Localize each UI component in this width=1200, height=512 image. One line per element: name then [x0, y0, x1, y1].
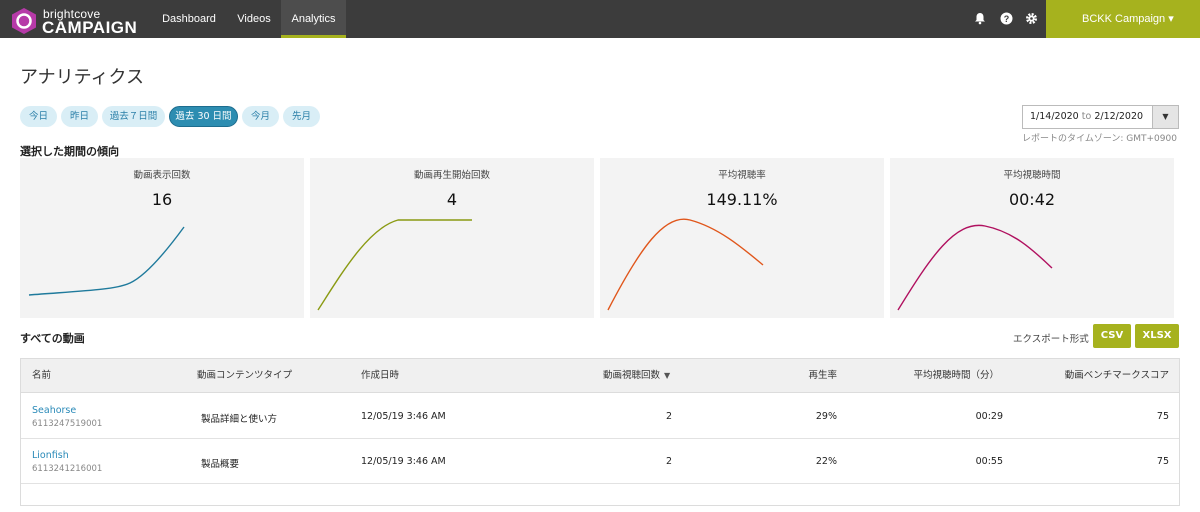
logo-brand-big: CAMPAIGN	[42, 18, 138, 37]
trends-heading: 選択した期間の傾向	[20, 145, 119, 158]
views-cell: 2	[665, 411, 672, 422]
video-name-link[interactable]: Lionfish	[32, 450, 69, 461]
views-card-value: 16	[151, 190, 173, 209]
date-range-picker[interactable]: 1/14/2020 to 2/12/2020 ▼	[1022, 105, 1179, 129]
play-starts-trend-sparkline	[317, 219, 472, 311]
content-type-cell: 製品詳細と使い方	[201, 414, 278, 425]
hexagon-logo-icon	[12, 8, 36, 34]
benchmark-score-cell: 75	[1156, 456, 1169, 467]
date-to-label: to	[1081, 111, 1092, 122]
created-cell: 12/05/19 3:46 AM	[361, 456, 446, 467]
bell-icon[interactable]	[973, 12, 987, 26]
nav-videos[interactable]: Videos	[237, 13, 271, 25]
top-nav: brightcove CAMPAIGN Dashboard Videos Ana…	[0, 0, 1200, 38]
avg-view-time-card: 平均視聴時間 00:42	[890, 158, 1174, 318]
video-name-link[interactable]: Seahorse	[32, 405, 77, 416]
table-row[interactable]: Lionfish 6113241216001 製品概要 12/05/19 3:4…	[21, 439, 1179, 484]
video-id: 6113241216001	[32, 464, 103, 474]
export-format-label: エクスポート形式	[1013, 334, 1089, 345]
video-id: 6113247519001	[32, 419, 103, 429]
help-icon[interactable]: ?	[999, 12, 1013, 26]
page-title: アナリティクス	[20, 67, 145, 88]
range-yesterday-button[interactable]: 昨日	[61, 106, 98, 127]
export-xlsx-button[interactable]: XLSX	[1135, 324, 1179, 348]
views-card: 動画表示回数 16	[20, 158, 304, 318]
table-row[interactable]: Seahorse 6113247519001 製品詳細と使い方 12/05/19…	[21, 394, 1179, 439]
column-header-content-type[interactable]: 動画コンテンツタイプ	[197, 370, 293, 381]
range-today-button[interactable]: 今日	[20, 106, 57, 127]
content-type-cell: 製品概要	[201, 459, 240, 470]
range-this-month-button[interactable]: 今月	[242, 106, 279, 127]
created-cell: 12/05/19 3:46 AM	[361, 411, 446, 422]
sort-desc-icon[interactable]: ▼	[664, 371, 671, 380]
date-start: 1/14/2020	[1030, 111, 1079, 122]
column-header-views[interactable]: 動画視聴回数	[602, 370, 660, 381]
account-menu[interactable]: BCKK Campaign ▾	[1046, 0, 1200, 38]
views-trend-sparkline	[28, 226, 185, 296]
logo-brand-small: brightcove	[43, 7, 101, 21]
export-csv-button[interactable]: CSV	[1093, 324, 1131, 348]
play-starts-card-value: 4	[446, 190, 458, 209]
benchmark-score-cell: 75	[1156, 411, 1169, 422]
timezone-note: レポートのタイムゾーン: GMT+0900	[1022, 134, 1177, 144]
column-header-avg-view-time[interactable]: 平均視聴時間（分）	[913, 370, 999, 381]
play-starts-card-label: 動画再生開始回数	[413, 170, 490, 181]
nav-dashboard[interactable]: Dashboard	[162, 13, 216, 25]
range-last-30-days-button[interactable]: 過去 30 日間	[169, 106, 238, 127]
column-header-created[interactable]: 作成日時	[361, 370, 400, 381]
column-header-name[interactable]: 名前	[32, 370, 52, 381]
play-starts-card: 動画再生開始回数 4	[310, 158, 594, 318]
gear-icon[interactable]	[1024, 12, 1038, 26]
avg-view-time-trend-sparkline	[897, 224, 1053, 311]
avg-view-time-card-value: 00:42	[1008, 190, 1056, 209]
date-end: 2/12/2020	[1094, 111, 1144, 122]
table-header: 名前 動画コンテンツタイプ 作成日時 動画視聴回数 ▼ 再生率 平均視聴時間（分…	[21, 359, 1179, 393]
views-card-label: 動画表示回数	[133, 170, 191, 181]
range-last-7-days-button[interactable]: 過去７日間	[102, 106, 165, 127]
avg-view-rate-trend-sparkline	[607, 218, 764, 311]
avg-view-rate-card-value: 149.11%	[706, 190, 778, 209]
nav-analytics[interactable]: Analytics	[281, 0, 346, 38]
avg-view-time-cell: 00:29	[975, 411, 1003, 422]
play-rate-cell: 22%	[815, 456, 837, 467]
play-rate-cell: 29%	[815, 411, 837, 422]
avg-view-time-card-label: 平均視聴時間	[1003, 170, 1061, 181]
avg-view-time-cell: 00:55	[975, 456, 1003, 467]
avg-view-rate-card-label: 平均視聴率	[718, 170, 766, 181]
brightcove-campaign-logo[interactable]: brightcove CAMPAIGN	[10, 5, 160, 37]
column-header-play-rate[interactable]: 再生率	[808, 370, 837, 381]
range-last-month-button[interactable]: 先月	[283, 106, 320, 127]
chevron-down-icon[interactable]: ▼	[1152, 106, 1178, 128]
views-cell: 2	[665, 456, 672, 467]
column-header-benchmark-score[interactable]: 動画ベンチマークスコア	[1064, 370, 1169, 381]
svg-text:?: ?	[1003, 14, 1009, 24]
videos-table: 名前 動画コンテンツタイプ 作成日時 動画視聴回数 ▼ 再生率 平均視聴時間（分…	[20, 358, 1180, 506]
avg-view-rate-card: 平均視聴率 149.11%	[600, 158, 884, 318]
all-videos-heading: すべての動画	[20, 332, 85, 345]
